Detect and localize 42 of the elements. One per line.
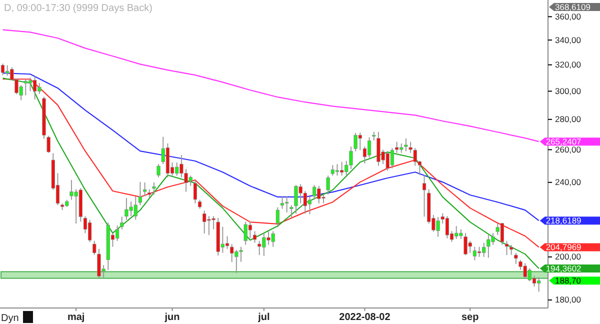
candlestick — [152, 182, 156, 195]
text: Dyn — [1, 313, 19, 324]
candlestick — [504, 240, 509, 256]
candlestick — [138, 181, 142, 206]
candlestick — [290, 204, 294, 218]
candlestick — [115, 224, 120, 242]
candlestick — [193, 180, 197, 204]
x-tick-label: maj — [67, 312, 85, 323]
y-tick-label: 280,00 — [555, 114, 582, 124]
data-label: 194,3602 — [546, 264, 582, 274]
y-tick-label: 320,00 — [555, 60, 582, 70]
candlestick — [422, 174, 426, 218]
candlestick — [514, 252, 518, 264]
y-tick-label: 180,00 — [555, 294, 582, 305]
x-tick-label: jul — [257, 312, 270, 323]
chart-title: D, 09:00-17:30 (9999 Days Back) — [4, 3, 152, 14]
text: 188,70 — [555, 276, 581, 286]
y-tick-label: 360,00 — [555, 11, 582, 22]
y-tick-label: 340,00 — [555, 34, 582, 45]
y-tick-label: 300,00 — [555, 86, 582, 96]
x-tick-label: sep — [461, 312, 479, 323]
candlestick — [510, 244, 514, 256]
candlestick — [92, 240, 96, 256]
data-label: 265,2407 — [546, 136, 582, 147]
candlestick — [156, 164, 160, 178]
candlestick — [225, 236, 230, 250]
y-tick-label: 200,00 — [555, 252, 582, 262]
candlestick — [252, 230, 257, 244]
candlestick — [326, 175, 330, 195]
candlestick — [408, 141, 412, 154]
y-tick-label: 260,00 — [555, 144, 582, 154]
candlestick — [276, 206, 280, 228]
candlestick — [142, 182, 147, 197]
text: 368,6109 — [555, 2, 591, 12]
data-label: 218,6189 — [546, 216, 582, 226]
x-tick-label: 2022-08-02 — [339, 312, 391, 323]
y-tick-label: 240,00 — [555, 177, 582, 188]
candlestick — [120, 216, 124, 230]
candlestick — [404, 138, 408, 152]
candlestick — [46, 135, 50, 154]
data-label: 204,7969 — [546, 242, 582, 252]
x-tick-label: jun — [164, 312, 180, 323]
